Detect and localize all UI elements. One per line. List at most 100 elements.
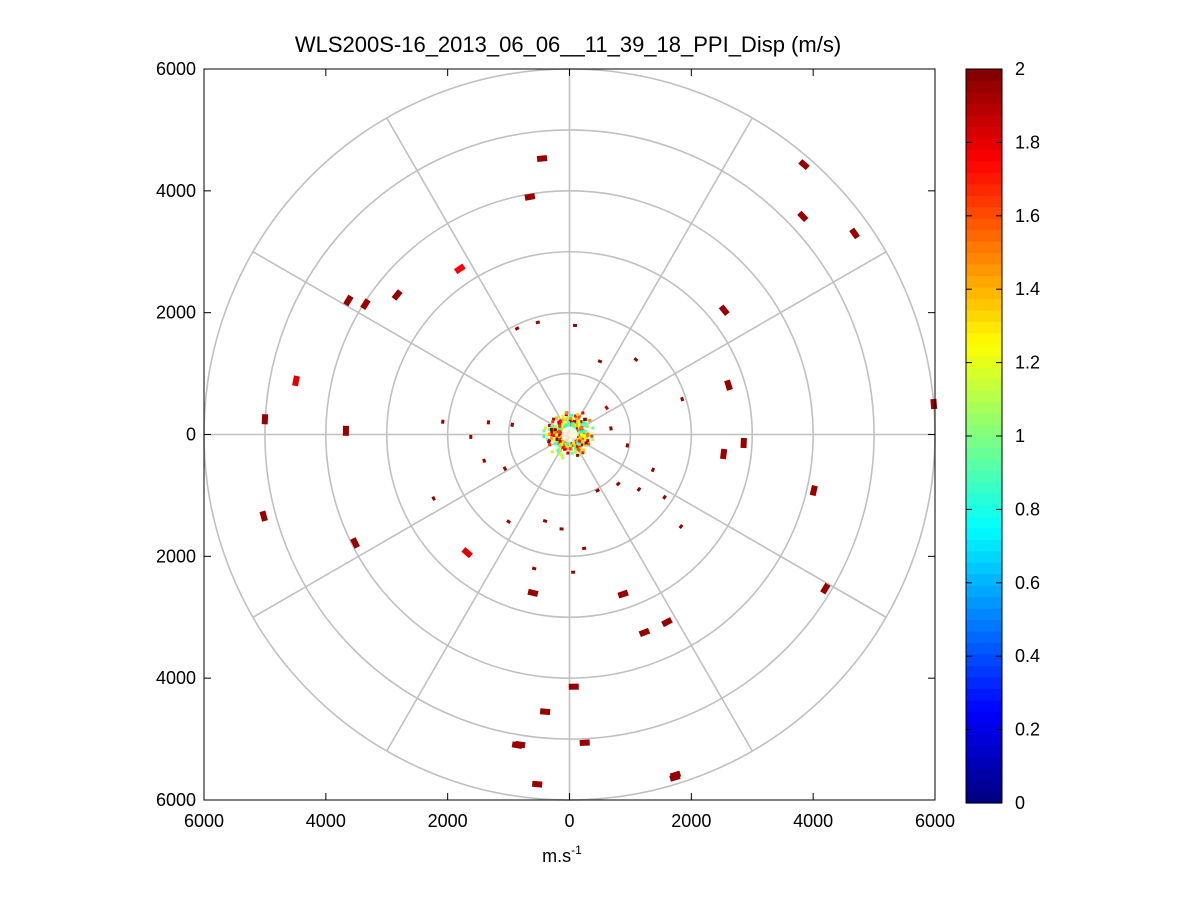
center-cluster-point [584,441,588,445]
center-cluster-point [564,425,568,429]
colorbar-tick-label: 1.4 [1015,279,1040,299]
x-tick-label: 2000 [671,811,711,831]
center-cluster-point [583,417,587,421]
center-cluster-point [561,439,565,443]
x-tick-label: 6000 [915,811,955,831]
data-point [292,375,300,387]
center-cluster-point [578,435,582,439]
center-cluster-point [570,419,574,423]
data-point [636,486,642,492]
data-point [536,155,548,163]
colorbar-tick-label: 1.2 [1015,353,1040,373]
center-cluster-point [552,417,556,421]
center-cluster-point [577,439,581,443]
colorbar-segment [966,722,1002,735]
data-point [527,588,539,597]
colorbar-segment [966,424,1002,437]
center-cluster-point [580,443,584,447]
center-cluster-point [550,424,554,428]
colorbar-segment [966,126,1002,139]
center-cluster-point [562,417,566,421]
data-point [718,304,730,317]
center-cluster-point [557,429,561,433]
center-cluster-point [591,426,595,430]
center-cluster-point [573,414,577,418]
data-point [609,426,613,431]
center-cluster-point [543,426,547,430]
center-cluster-point [557,433,561,437]
colorbar-segment [966,768,1002,781]
plot-area [203,68,938,801]
data-point [798,159,810,171]
center-cluster-point [577,419,581,423]
center-cluster-point [550,433,554,437]
colorbar-segment [966,527,1002,540]
center-cluster-point [553,428,557,432]
center-cluster-point [547,440,551,444]
data-point [662,494,667,500]
colorbar-segment [966,195,1002,208]
y-axis-ticks: 6000 4000 2000 0 2000 4000 6000 [156,59,935,810]
center-cluster-point [557,444,561,448]
center-cluster-point [571,422,575,426]
center-cluster-point [563,447,567,451]
colorbar-segment [966,183,1002,196]
center-cluster-point [576,434,580,438]
data-point [441,419,445,424]
colorbar-tick-label: 0.2 [1015,720,1040,740]
center-cluster-point [555,435,559,439]
data-point [535,320,541,325]
colorbar-segment [966,688,1002,701]
colorbar-segment [966,355,1002,368]
center-cluster-point [567,420,571,424]
colorbar-segment [966,585,1002,598]
center-cluster-point [546,438,550,442]
colorbar-segment [966,298,1002,311]
colorbar-tick-label: 1.6 [1015,206,1040,226]
colorbar-segment [966,103,1002,116]
data-point [261,414,269,425]
center-cluster-point [567,423,571,427]
y-tick-label: 6000 [156,59,196,79]
center-cluster-point [562,421,566,425]
colorbar-segment [966,550,1002,563]
colorbar-segment [966,172,1002,185]
center-cluster-point [544,433,548,437]
data-point [510,422,515,427]
center-cluster-point [560,453,564,457]
data-point [680,396,685,402]
center-cluster-point [582,448,586,452]
center-cluster-point [547,432,551,436]
colorbar-tick-label: 0.6 [1015,573,1040,593]
center-cluster-point [568,417,572,421]
colorbar-segment [966,780,1002,793]
center-cluster-point [560,441,564,445]
data-point [625,443,630,448]
data-point [650,467,656,473]
center-cluster-point [549,436,553,440]
center-cluster-point [564,411,568,415]
center-cluster-point [577,424,581,428]
center-cluster-point [576,417,580,421]
center-cluster-point [583,437,587,441]
colorbar-tick-label: 0.4 [1015,646,1040,666]
center-cluster-point [583,421,587,425]
center-cluster-point [582,429,586,433]
data-point [506,519,512,524]
colorbar-segment [966,390,1002,403]
data-point [617,589,629,599]
center-cluster-point [579,420,583,424]
data-point [720,448,728,460]
colorbar-segment [966,699,1002,712]
center-cluster-point [551,420,555,424]
data-point [531,566,537,571]
colorbar-segment [966,149,1002,162]
data-point [539,708,551,716]
data-point [350,537,361,549]
data-point [571,570,576,574]
data-point [559,527,564,531]
data-point [531,780,543,788]
center-cluster-point [579,426,583,430]
center-cluster-point [578,441,582,445]
data-point [461,547,473,559]
